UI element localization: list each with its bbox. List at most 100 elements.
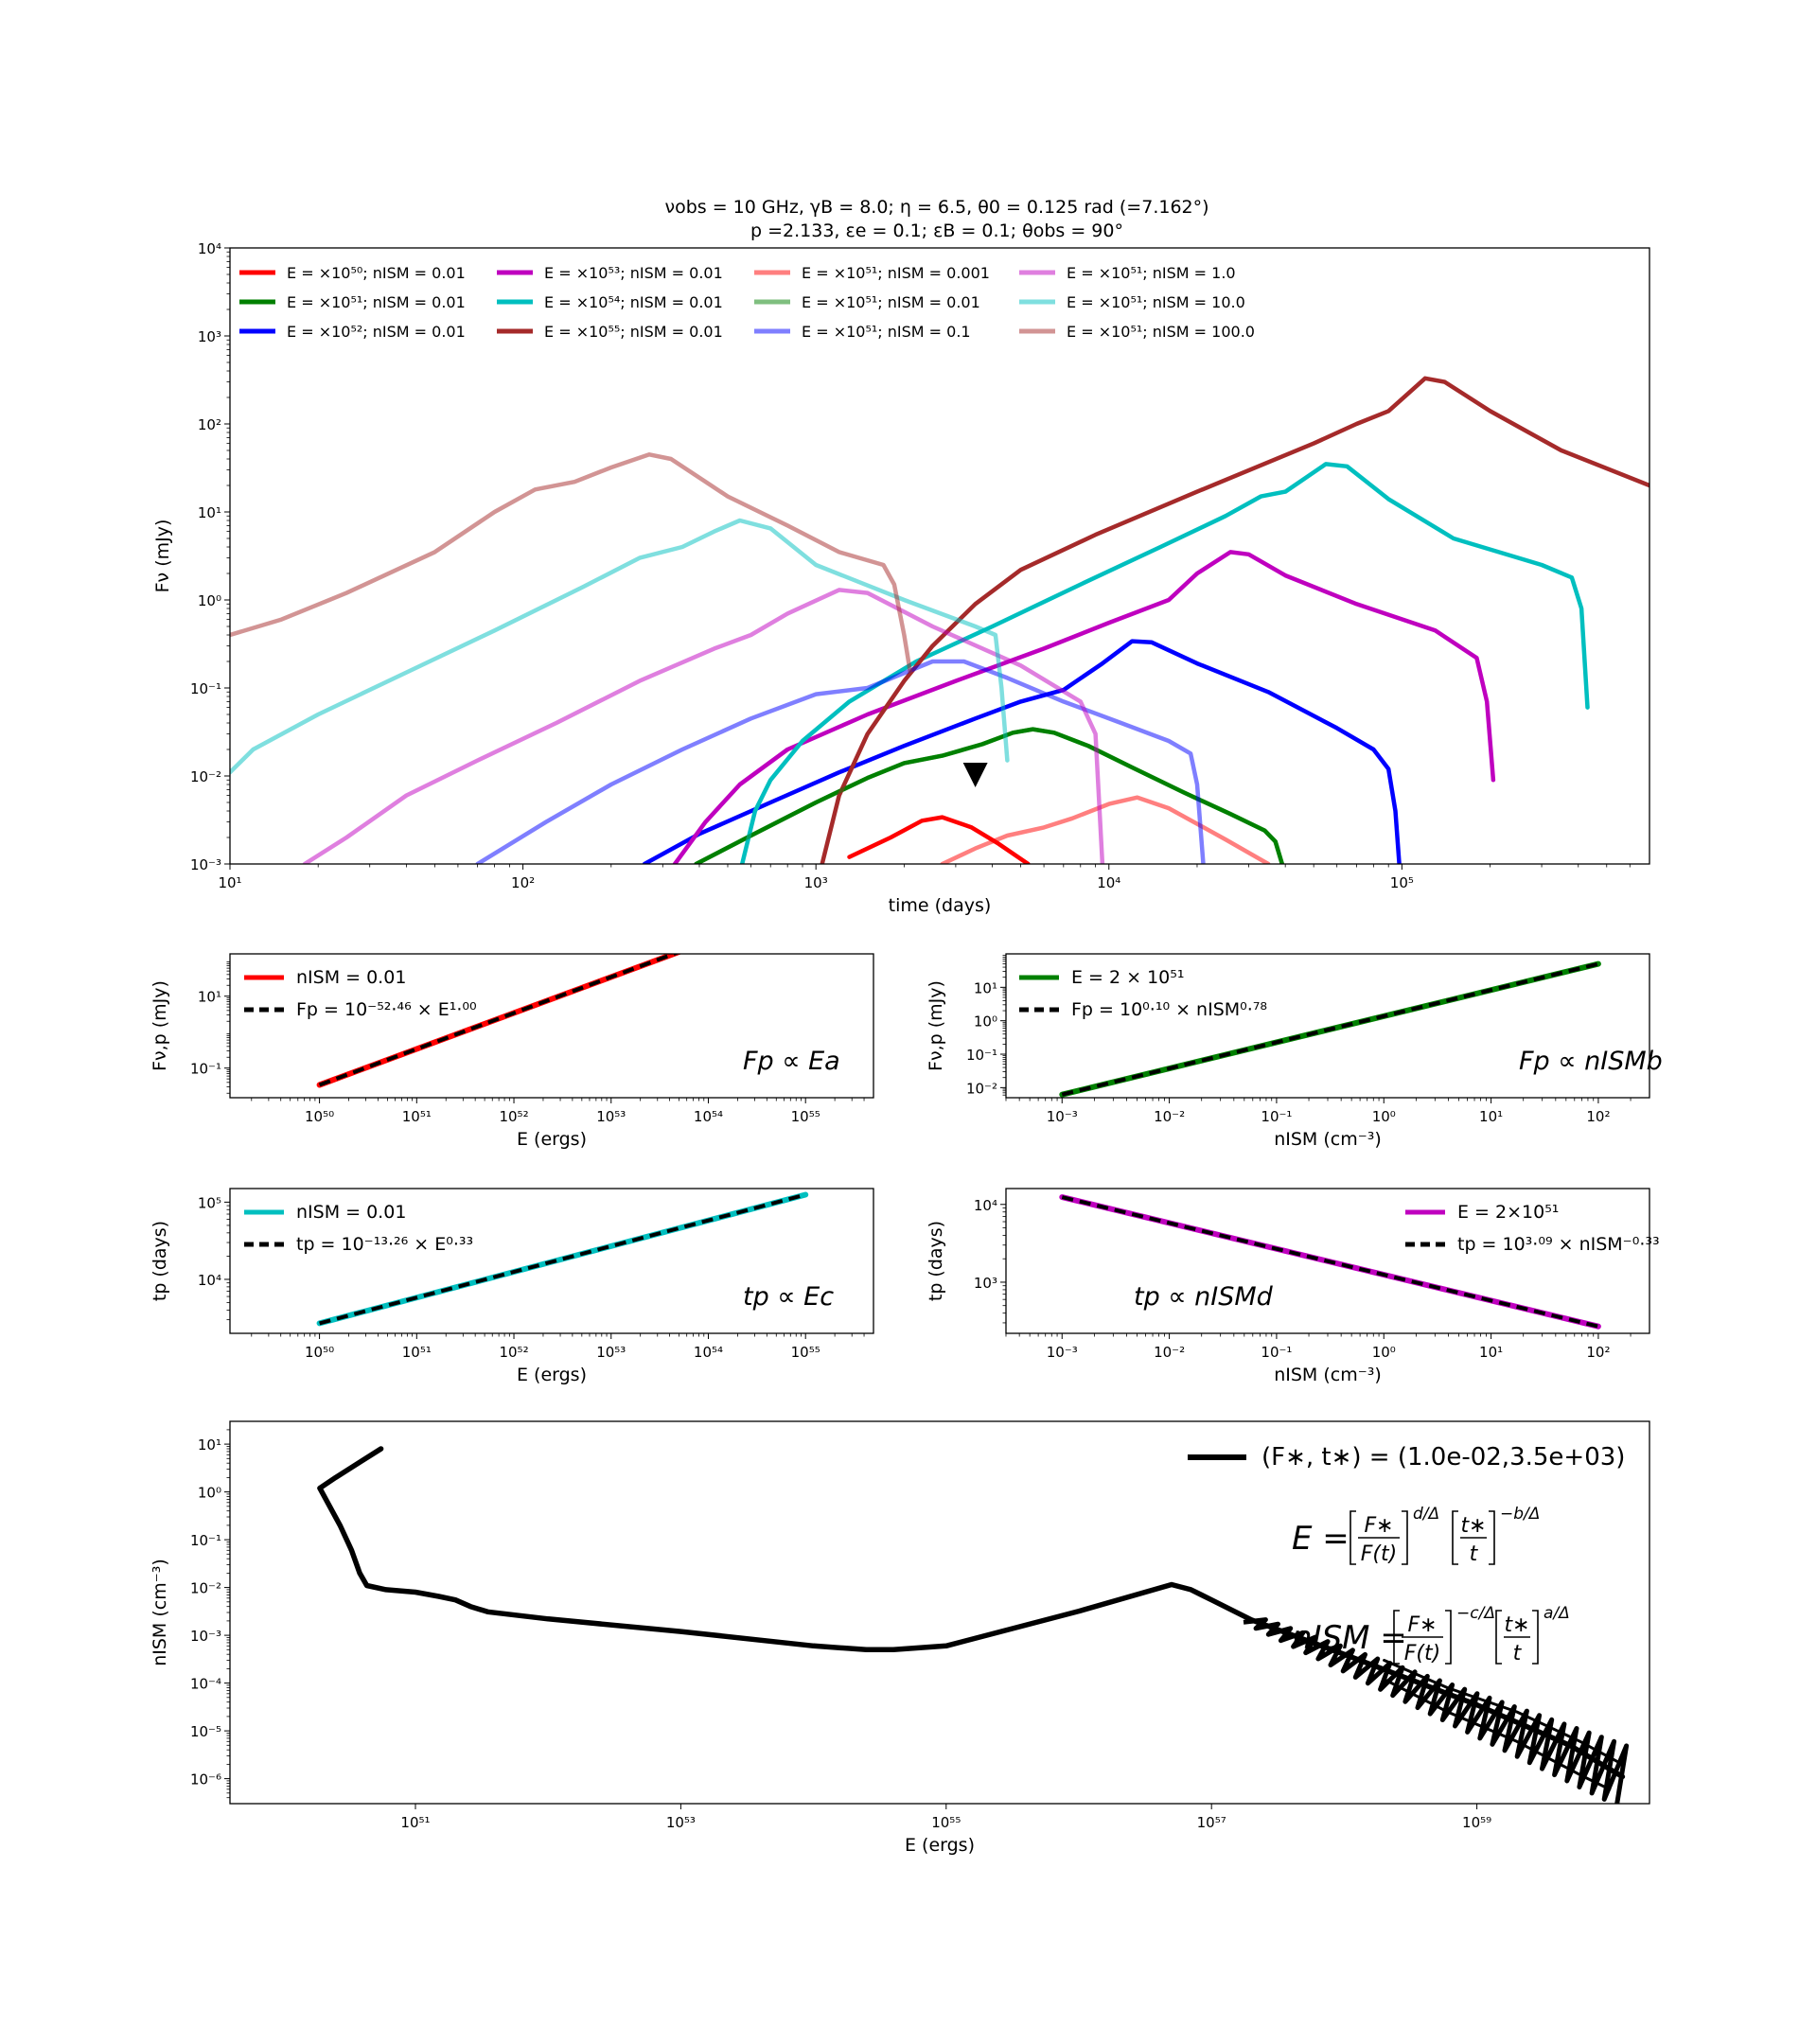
x-tick-label: 10⁵ — [1390, 874, 1414, 891]
legend-label: E = ×10⁵¹; nISM = 0.01 — [287, 293, 466, 311]
bracket-close — [1532, 1610, 1539, 1665]
fraction-numerator: t∗ — [1504, 1613, 1529, 1637]
series-line-7 — [694, 727, 1285, 864]
y-tick-label: 10³ — [198, 328, 221, 345]
y-tick-label: 10⁻² — [190, 768, 221, 785]
equation-density: nISM = F∗ F(t) −c/Δ t∗ t a/Δ — [1292, 1604, 1570, 1665]
panel-annotation: Fp ∝ Ea — [743, 1047, 840, 1076]
y-tick-label: 10³ — [974, 1275, 997, 1292]
legend-label: E = ×10⁵²; nISM = 0.01 — [287, 323, 466, 341]
x-axis-label: nISM (cm⁻³) — [1274, 1129, 1382, 1150]
x-tick-label: 10⁵⁴ — [694, 1344, 723, 1361]
bracket-open — [1350, 1510, 1356, 1565]
x-tick-label: 10⁰ — [1372, 1108, 1396, 1125]
y-tick-label: 10⁻¹ — [966, 1047, 997, 1064]
panel-annotation: tp ∝ nISMd — [1134, 1282, 1274, 1312]
series-line-10 — [230, 518, 1010, 775]
x-tick-label: 10⁵³ — [596, 1344, 626, 1361]
y-tick-label: 10⁴ — [974, 1197, 997, 1214]
fp-vs-n-panel: 10⁻³ 10⁻² 10⁻¹ 10⁰ 10¹ 10² 10⁻² 10⁻¹ 10⁰ 10¹ nISM … — [926, 953, 1663, 1150]
x-axis-label: E (ergs) — [517, 1129, 587, 1150]
x-tick-label: 10⁻³ — [1047, 1344, 1078, 1361]
exponent: d/Δ — [1413, 1505, 1439, 1524]
bracket-open — [1495, 1610, 1502, 1665]
legend-label: nISM = 0.01 — [296, 1202, 406, 1223]
x-tick-label: 10⁵² — [499, 1108, 528, 1125]
equation-lhs: nISM = — [1292, 1619, 1407, 1657]
y-tick-label: 10⁰ — [198, 592, 221, 609]
x-tick-label: 10⁵¹ — [400, 1814, 430, 1831]
x-tick-label: 10⁵⁷ — [1197, 1814, 1226, 1831]
x-tick-label: 10¹ — [218, 874, 241, 891]
series-line-2 — [1383, 1678, 1612, 1791]
tp-vs-e-panel: 10⁵⁰ 10⁵¹ 10⁵² 10⁵³ 10⁵⁴ 10⁵⁵ 10⁴ 10⁵ E (ergs) tp… — [150, 1188, 874, 1385]
legend-label: tp = 10⁻¹³·²⁶ × E⁰·³³ — [296, 1234, 473, 1255]
series-line-1 — [1061, 1195, 1599, 1329]
fraction-numerator: t∗ — [1460, 1514, 1486, 1538]
fraction-denominator: t — [1513, 1642, 1523, 1665]
plot-area — [1059, 1194, 1601, 1330]
x-tick-label: 10² — [511, 874, 535, 891]
y-tick-label: 10⁻² — [966, 1080, 997, 1097]
upper-limit-marker — [962, 763, 988, 787]
legend-label: Fp = 10⁰·¹⁰ × nISM⁰·⁷⁸ — [1071, 999, 1267, 1020]
x-tick-label: 10⁵⁴ — [694, 1108, 723, 1125]
fraction-denominator: F(t) — [1361, 1542, 1397, 1566]
series-line-9 — [302, 588, 1105, 864]
series-line-4 — [739, 462, 1590, 864]
scatter-band — [1243, 1617, 1630, 1804]
y-tick-label: 10⁰ — [198, 1485, 221, 1502]
plot-area — [316, 1191, 809, 1327]
series-line-3 — [672, 550, 1496, 864]
y-tick-label: 10⁻⁴ — [190, 1676, 221, 1693]
y-axis-label: Fν,p (mJy) — [150, 980, 170, 1071]
y-tick-label: 10⁻⁵ — [190, 1723, 221, 1740]
x-tick-label: 10⁵⁰ — [305, 1344, 334, 1361]
x-tick-label: 10² — [1586, 1108, 1610, 1125]
fp-vs-e-panel: 10⁵⁰ 10⁵¹ 10⁵² 10⁵³ 10⁵⁴ 10⁵⁵ 10⁻¹ 10¹ E (ergs) F… — [150, 953, 874, 1150]
legend-label: E = ×10⁵¹; nISM = 100.0 — [1067, 323, 1255, 341]
series-line-2 — [642, 639, 1402, 864]
x-tick-label: 10⁻¹ — [1261, 1108, 1292, 1125]
legend-label: E = ×10⁵⁴; nISM = 0.01 — [544, 293, 723, 311]
y-tick-label: 10⁻³ — [190, 856, 221, 873]
series-line-1 — [319, 1192, 806, 1326]
x-tick-label: 10¹ — [1479, 1108, 1503, 1125]
x-tick-label: 10⁵⁰ — [305, 1108, 334, 1125]
panel-annotation: tp ∝ Ec — [743, 1282, 834, 1312]
n-vs-e-panel: 10⁵¹ 10⁵³ 10⁵⁵ 10⁵⁷ 10⁵⁹ 10⁻⁶ 10⁻⁵ 10⁻⁴ 10⁻³ 10⁻²… — [150, 1420, 1650, 1856]
axes-frame — [229, 1188, 874, 1334]
x-tick-label: 10³ — [804, 874, 828, 891]
y-tick-label: 10⁰ — [974, 1013, 997, 1031]
y-tick-label: 10⁻¹ — [190, 680, 221, 697]
y-tick-label: 10⁻² — [190, 1580, 221, 1597]
fraction-denominator: F(t) — [1404, 1642, 1440, 1665]
y-tick-label: 10² — [198, 416, 221, 433]
x-tick-label: 10⁵⁵ — [791, 1108, 820, 1125]
series-line-1 — [318, 954, 679, 1087]
y-tick-label: 10⁻³ — [190, 1628, 221, 1645]
fraction-denominator: t — [1470, 1542, 1479, 1566]
x-tick-label: 10¹ — [1479, 1344, 1503, 1361]
x-tick-label: 10⁴ — [1097, 874, 1120, 891]
y-tick-label: 10⁴ — [198, 240, 221, 257]
bracket-open — [1393, 1610, 1400, 1665]
exponent: a/Δ — [1544, 1604, 1570, 1623]
series-line-6 — [940, 795, 1271, 864]
legend-label: tp = 10³·⁰⁹ × nISM⁻⁰·³³ — [1457, 1234, 1660, 1255]
legend-label: E = ×10⁵³; nISM = 0.01 — [544, 264, 723, 282]
bracket-close — [1489, 1510, 1495, 1565]
bracket-close — [1445, 1610, 1452, 1665]
x-tick-label: 10⁻³ — [1047, 1108, 1078, 1125]
x-tick-label: 10⁵¹ — [402, 1108, 432, 1125]
y-tick-label: 10⁵ — [198, 1194, 221, 1211]
x-tick-label: 10⁵³ — [666, 1814, 696, 1831]
series-line-5 — [820, 376, 1649, 864]
legend-label: E = 2×10⁵¹ — [1457, 1202, 1559, 1223]
plot-area — [316, 954, 682, 1088]
x-tick-label: 10⁵¹ — [402, 1344, 432, 1361]
y-tick-label: 10⁻⁶ — [190, 1771, 221, 1788]
panel-annotation: Fp ∝ nISMb — [1519, 1047, 1663, 1076]
x-tick-label: 10⁵⁹ — [1462, 1814, 1491, 1831]
